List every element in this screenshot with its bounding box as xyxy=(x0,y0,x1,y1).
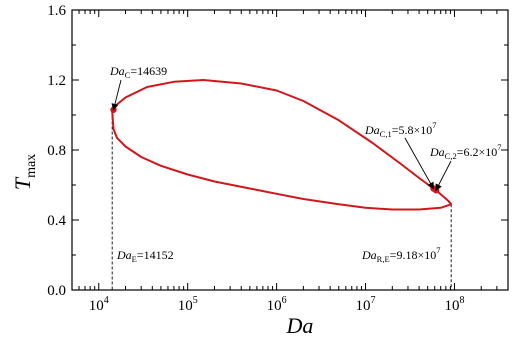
leader-dac xyxy=(111,79,122,111)
y-tick-label: 1.6 xyxy=(47,3,66,19)
leader-dac1 xyxy=(404,137,434,190)
marker-layer xyxy=(110,106,440,194)
x-tick-label: 104 xyxy=(89,295,109,314)
y-axis-title: Tmax xyxy=(10,154,39,190)
annotation-dae: DaE=14152 xyxy=(116,248,174,264)
annotation-dac2: DaC,2=6.2×107 xyxy=(429,142,502,161)
y-tick-label: 0.4 xyxy=(47,213,66,229)
x-tick-label: 107 xyxy=(356,295,376,314)
marker-point-3 xyxy=(432,187,440,194)
series-line-1 xyxy=(111,79,453,211)
axes-layer: 0.0 0.4 0.8 1.2 1.6 104 105 106 107 108 xyxy=(47,3,509,314)
x-tick-label: 106 xyxy=(267,295,287,314)
x-tick-label: 108 xyxy=(444,295,464,314)
x-tick-label: 105 xyxy=(178,295,198,314)
x-axis-title: Da xyxy=(286,313,314,338)
leader-dac2 xyxy=(435,160,452,192)
annotation-dac1: DaC,1=5.8×107 xyxy=(364,120,437,139)
leader-lines xyxy=(111,79,452,192)
series-layer xyxy=(111,79,453,211)
annotation-dac: DaC=14639 xyxy=(109,64,167,80)
annotation-dare: DaR,E=9.18×107 xyxy=(361,245,440,264)
y-tick-label: 0.8 xyxy=(47,143,66,159)
y-tick-label: 1.2 xyxy=(47,73,66,89)
y-tick-label: 0.0 xyxy=(47,283,66,299)
reference-lines xyxy=(111,111,452,290)
